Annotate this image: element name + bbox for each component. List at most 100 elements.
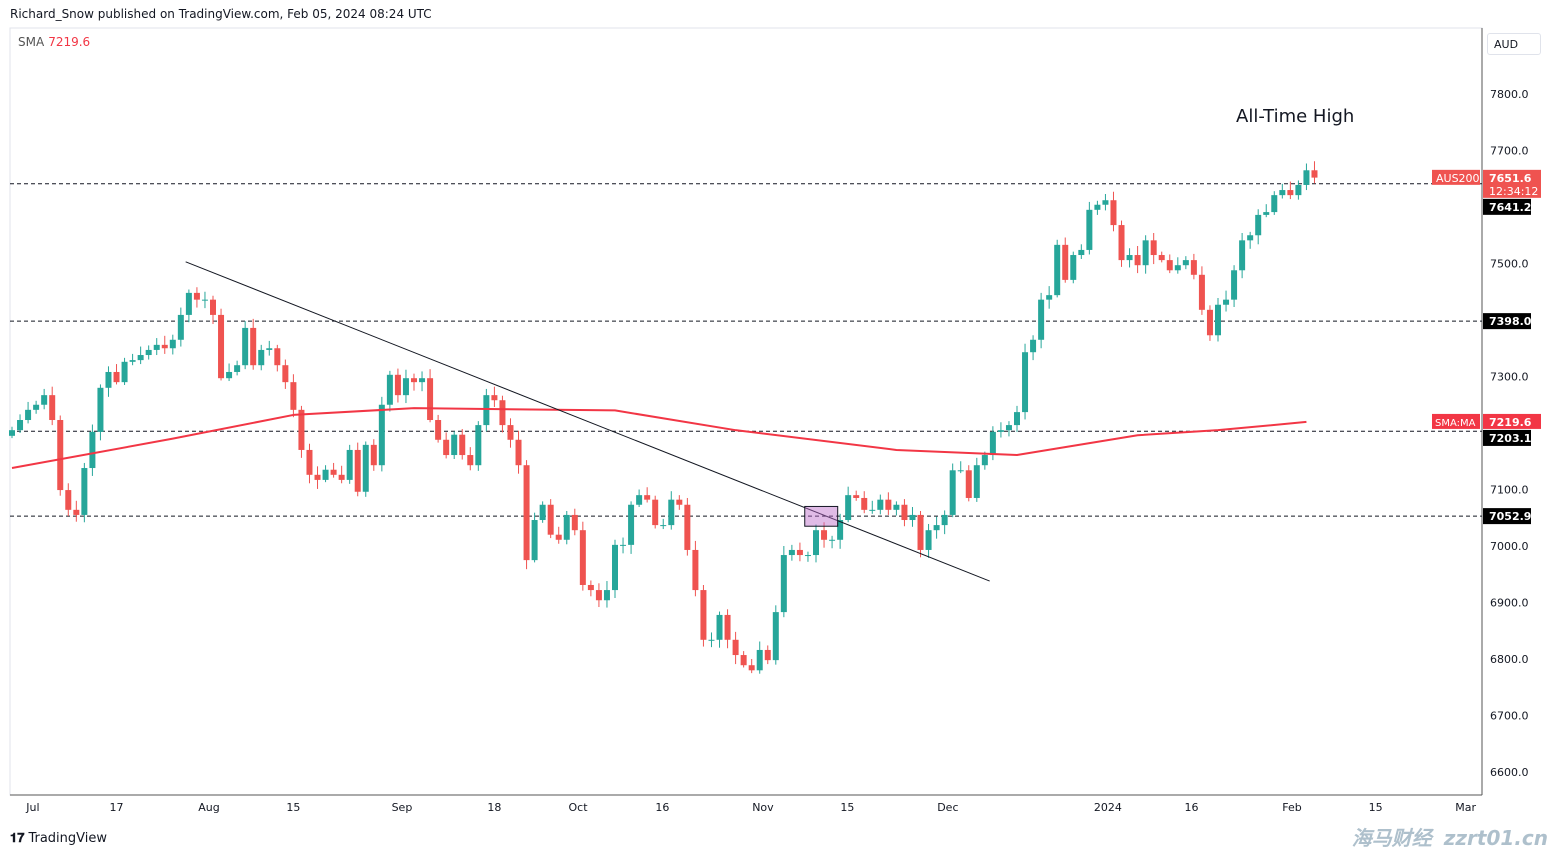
candle-body xyxy=(612,544,618,591)
candle-body xyxy=(1198,274,1205,310)
candle-body xyxy=(917,514,924,550)
x-tick-label: 15 xyxy=(840,801,854,814)
candle-body xyxy=(57,420,64,491)
x-tick-label: Aug xyxy=(198,801,219,814)
candle-body xyxy=(804,555,811,557)
currency-button[interactable]: AUD xyxy=(1487,33,1541,55)
candle-body xyxy=(821,530,828,540)
candle-body xyxy=(1014,412,1020,426)
candle-body xyxy=(258,349,265,366)
candle-body xyxy=(97,387,104,432)
y-tick-label: 7800.0 xyxy=(1490,88,1529,101)
candle-body xyxy=(226,371,233,379)
candle-body xyxy=(161,344,168,349)
candle-body xyxy=(877,499,884,510)
candle-body xyxy=(1239,240,1246,271)
candle-body xyxy=(145,349,152,356)
y-tick-label: 6800.0 xyxy=(1490,653,1529,666)
candle-body xyxy=(378,404,385,466)
candle-body xyxy=(33,404,40,410)
candle-body xyxy=(49,395,56,421)
tradingview-logo[interactable]: 𝟏𝟕 TradingView xyxy=(10,831,107,846)
sma-legend-value: 7219.6 xyxy=(48,35,91,49)
y-tick-label: 6700.0 xyxy=(1490,710,1529,723)
candle-body xyxy=(780,555,787,613)
candle-body xyxy=(587,584,594,591)
candle-body xyxy=(1279,190,1286,196)
x-tick-label: Feb xyxy=(1282,801,1301,814)
candle-body xyxy=(491,395,498,401)
candle-body xyxy=(402,378,409,396)
candle-body xyxy=(845,495,852,521)
candle-body xyxy=(1295,184,1302,196)
candle-body xyxy=(724,614,731,640)
candle-body xyxy=(563,514,570,540)
candle-body xyxy=(1206,309,1213,336)
candle-body xyxy=(1311,170,1318,178)
candle-body xyxy=(1078,249,1085,256)
sma-value-label: 7219.6 xyxy=(1489,416,1532,429)
candle-body xyxy=(169,339,176,349)
candle-body xyxy=(531,520,538,561)
candle-body xyxy=(362,444,369,492)
candle-body xyxy=(1054,244,1061,296)
candle-body xyxy=(949,470,956,515)
sma-legend[interactable]: SMA 7219.6 xyxy=(18,35,90,49)
candle-body xyxy=(603,590,610,601)
candle-body xyxy=(1030,339,1037,353)
candle-body xyxy=(796,549,803,556)
trendline xyxy=(185,261,990,582)
candle-body xyxy=(185,292,192,315)
candle-body xyxy=(338,474,345,480)
candle-body xyxy=(105,371,112,388)
y-tick-label: 7000.0 xyxy=(1490,540,1529,553)
candle-body xyxy=(716,614,723,640)
candle-body xyxy=(17,420,24,431)
candle-body xyxy=(909,514,916,521)
y-tick-label: 6600.0 xyxy=(1490,766,1529,779)
symbol-label-bg xyxy=(1432,169,1480,185)
candle-body xyxy=(547,504,554,535)
candle-body xyxy=(322,469,329,480)
x-tick-label: 18 xyxy=(487,801,501,814)
candle-body xyxy=(137,355,144,361)
candle-body xyxy=(684,504,691,550)
y-tick-label: 7700.0 xyxy=(1490,145,1529,158)
level-label: 7398.0 xyxy=(1489,315,1532,328)
level-label: 7203.1 xyxy=(1489,432,1531,445)
candle-body xyxy=(853,495,860,498)
candle-body xyxy=(1086,209,1093,250)
tradingview-brand: TradingView xyxy=(28,831,108,846)
candle-body xyxy=(595,590,602,601)
x-tick-label: 16 xyxy=(1184,801,1198,814)
candle-body xyxy=(1110,200,1117,226)
candle-body xyxy=(354,449,361,492)
candle-body xyxy=(1263,212,1270,215)
candle-body xyxy=(475,425,482,466)
candle-body xyxy=(981,455,988,466)
watermark: 海马财经 zzrt01.cn xyxy=(1352,824,1548,852)
candle-body xyxy=(1223,299,1230,305)
candle-body xyxy=(515,439,522,466)
watermark-domain: zzrt01.cn xyxy=(1443,826,1548,850)
candle-body xyxy=(748,665,755,671)
candle-body xyxy=(668,499,675,526)
candle-body xyxy=(829,539,836,541)
candle-body xyxy=(652,499,659,526)
sma-line xyxy=(11,407,1307,470)
candle-body xyxy=(507,425,514,440)
candle-body xyxy=(957,470,964,472)
candle-body xyxy=(813,530,819,556)
candle-body xyxy=(764,649,771,661)
candle-body xyxy=(539,504,546,521)
candle-body xyxy=(893,504,900,510)
sma-name-bg xyxy=(1432,413,1480,429)
candle-body xyxy=(483,395,490,426)
candle-body xyxy=(555,534,562,540)
y-tick-label: 7100.0 xyxy=(1490,484,1529,497)
candle-body xyxy=(1038,299,1045,340)
candle-body xyxy=(113,371,120,383)
y-tick-label: 7300.0 xyxy=(1490,371,1529,384)
candle-body xyxy=(700,590,707,640)
